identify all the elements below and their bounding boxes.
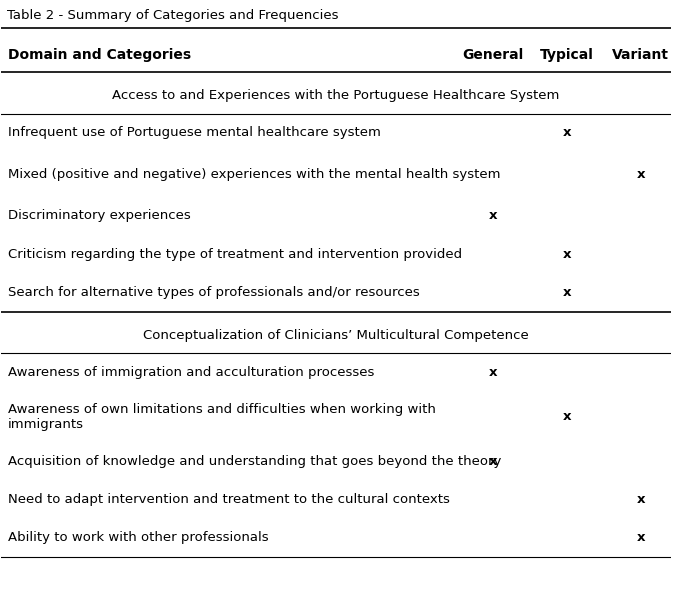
Text: Acquisition of knowledge and understanding that goes beyond the theory: Acquisition of knowledge and understandi… xyxy=(8,454,502,467)
Text: Awareness of own limitations and difficulties when working with
immigrants: Awareness of own limitations and difficu… xyxy=(8,403,436,431)
Text: x: x xyxy=(563,410,571,423)
Text: Mixed (positive and negative) experiences with the mental health system: Mixed (positive and negative) experience… xyxy=(8,168,500,181)
Text: Need to adapt intervention and treatment to the cultural contexts: Need to adapt intervention and treatment… xyxy=(8,493,450,506)
Text: Variant: Variant xyxy=(612,48,669,62)
Text: Access to and Experiences with the Portuguese Healthcare System: Access to and Experiences with the Portu… xyxy=(112,90,560,103)
Text: Ability to work with other professionals: Ability to work with other professionals xyxy=(8,532,269,545)
Text: Table 2 - Summary of Categories and Frequencies: Table 2 - Summary of Categories and Freq… xyxy=(7,9,338,22)
Text: x: x xyxy=(489,209,498,222)
Text: x: x xyxy=(636,168,645,181)
Text: x: x xyxy=(563,248,571,261)
Text: Discriminatory experiences: Discriminatory experiences xyxy=(8,209,191,222)
Text: Criticism regarding the type of treatment and intervention provided: Criticism regarding the type of treatmen… xyxy=(8,248,462,261)
Text: x: x xyxy=(636,493,645,506)
Text: Search for alternative types of professionals and/or resources: Search for alternative types of professi… xyxy=(8,286,420,299)
Text: x: x xyxy=(563,286,571,299)
Text: Infrequent use of Portuguese mental healthcare system: Infrequent use of Portuguese mental heal… xyxy=(8,127,381,140)
Text: Conceptualization of Clinicians’ Multicultural Competence: Conceptualization of Clinicians’ Multicu… xyxy=(143,329,529,342)
Text: Typical: Typical xyxy=(540,48,594,62)
Text: x: x xyxy=(489,454,498,467)
Text: x: x xyxy=(563,127,571,140)
Text: General: General xyxy=(462,48,524,62)
Text: Awareness of immigration and acculturation processes: Awareness of immigration and acculturati… xyxy=(8,366,374,379)
Text: Domain and Categories: Domain and Categories xyxy=(8,48,191,62)
Text: x: x xyxy=(636,532,645,545)
Text: x: x xyxy=(489,366,498,379)
